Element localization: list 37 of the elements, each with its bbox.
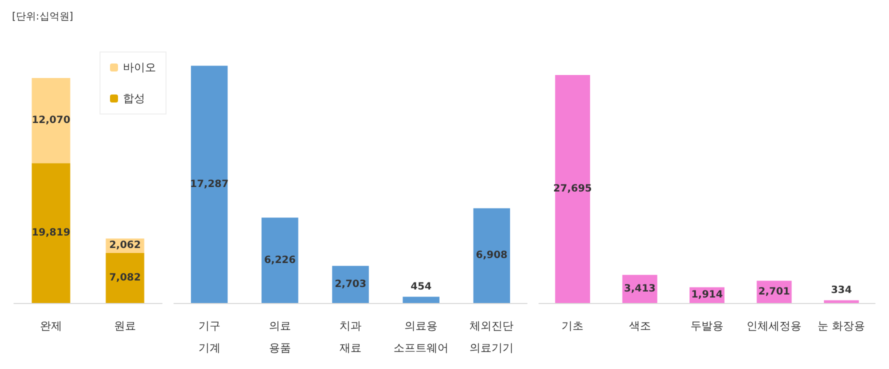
- data-label: 2,062: [109, 240, 141, 252]
- bar: [473, 208, 510, 303]
- x-tick-label: 완제: [40, 320, 62, 332]
- bar: [402, 296, 440, 303]
- data-label: 12,070: [32, 115, 70, 126]
- data-label: 19,819: [32, 228, 70, 239]
- x-tick-label: 원료: [114, 320, 136, 332]
- data-label: 3,413: [624, 283, 656, 294]
- x-tick-label: 눈 화장용: [818, 320, 866, 332]
- data-label: 334: [830, 284, 852, 296]
- x-tick-label: 기구 기계: [198, 320, 220, 354]
- bar: [190, 66, 228, 303]
- data-label: 1,914: [691, 290, 723, 301]
- bar: [262, 218, 298, 303]
- x-tick-label: 색조: [628, 320, 651, 332]
- bar: [555, 74, 590, 303]
- x-tick-label: 두발용: [690, 320, 724, 332]
- bar: [332, 266, 369, 303]
- data-label: 7,082: [109, 272, 141, 284]
- data-label: 6,226: [264, 254, 296, 266]
- bar: [32, 163, 70, 303]
- bar: [32, 78, 70, 164]
- data-label: 2,703: [334, 278, 366, 290]
- x-tick-label: 인체세정용: [746, 320, 802, 332]
- x-tick-label: 치과 재료: [340, 320, 362, 354]
- data-label: 6,908: [476, 250, 508, 262]
- x-tick-label: 의료용 소프트웨어: [394, 320, 449, 354]
- data-label: 454: [410, 281, 432, 292]
- bar: [106, 253, 144, 303]
- x-tick-label: 기초: [562, 320, 584, 332]
- legend-label: 바이오: [123, 61, 156, 74]
- legend-label: 합성: [123, 92, 145, 105]
- data-label: 2,701: [758, 286, 790, 298]
- x-tick-label: 체외진단 의료기기: [470, 320, 514, 354]
- bar: [824, 300, 859, 303]
- text: [단위:십억원]: [12, 12, 74, 22]
- x-tick-label: 의료 용품: [268, 320, 291, 354]
